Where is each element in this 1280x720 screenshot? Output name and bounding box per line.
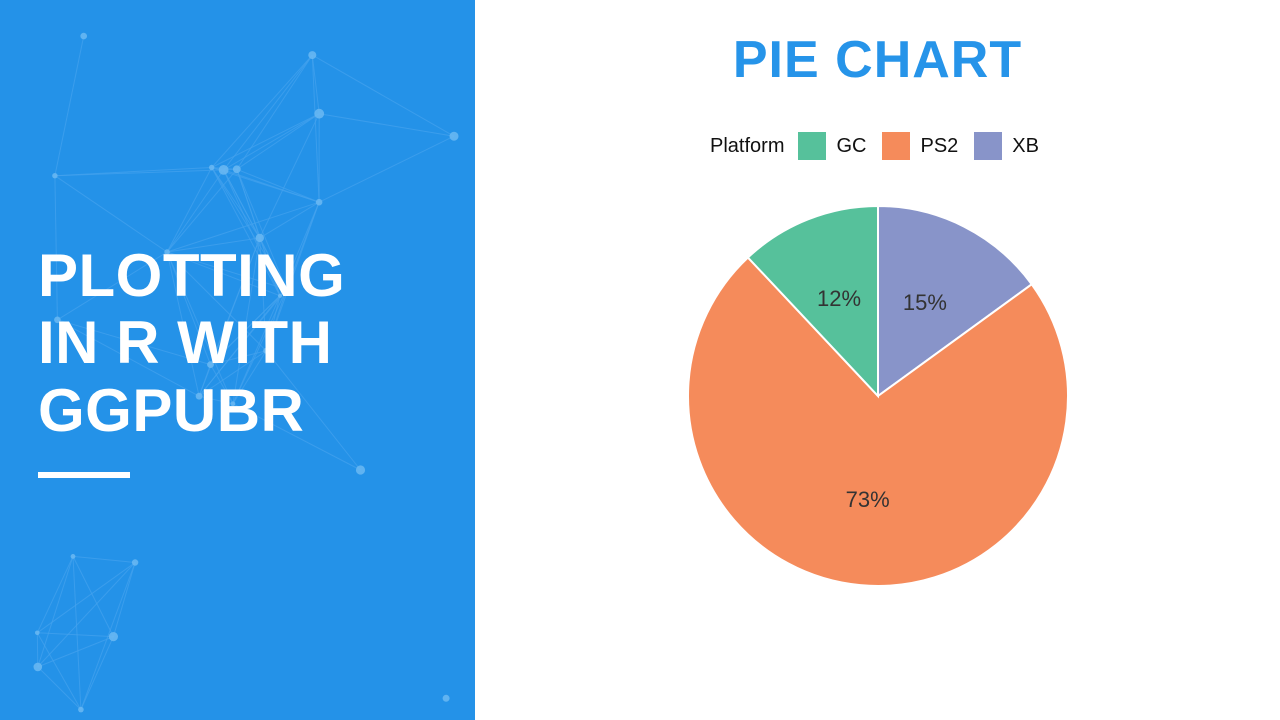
pie-chart: 15%73%12%	[688, 206, 1068, 586]
left-content: PLOTTING IN R WITH GGPUBR	[38, 242, 455, 478]
legend: Platform GC PS2 XB	[710, 132, 1045, 160]
legend-swatch-gc	[798, 132, 826, 160]
left-panel: PLOTTING IN R WITH GGPUBR	[0, 0, 475, 720]
left-title: PLOTTING IN R WITH GGPUBR	[38, 242, 455, 444]
left-title-line-2: IN R WITH	[38, 309, 455, 376]
pie-svg	[688, 206, 1068, 586]
page-root: PLOTTING IN R WITH GGPUBR PIE CHART Plat…	[0, 0, 1280, 720]
chart-title: PIE CHART	[733, 30, 1022, 90]
right-panel: PIE CHART Platform GC PS2 XB 15%73%12%	[475, 0, 1280, 720]
left-title-line-3: GGPUBR	[38, 377, 455, 444]
legend-title: Platform	[710, 135, 784, 158]
legend-label-xb: XB	[1012, 135, 1039, 158]
title-underline	[38, 472, 130, 478]
legend-swatch-ps2	[882, 132, 910, 160]
left-title-line-1: PLOTTING	[38, 242, 455, 309]
legend-label-gc: GC	[836, 135, 866, 158]
legend-swatch-xb	[974, 132, 1002, 160]
legend-label-ps2: PS2	[920, 135, 958, 158]
